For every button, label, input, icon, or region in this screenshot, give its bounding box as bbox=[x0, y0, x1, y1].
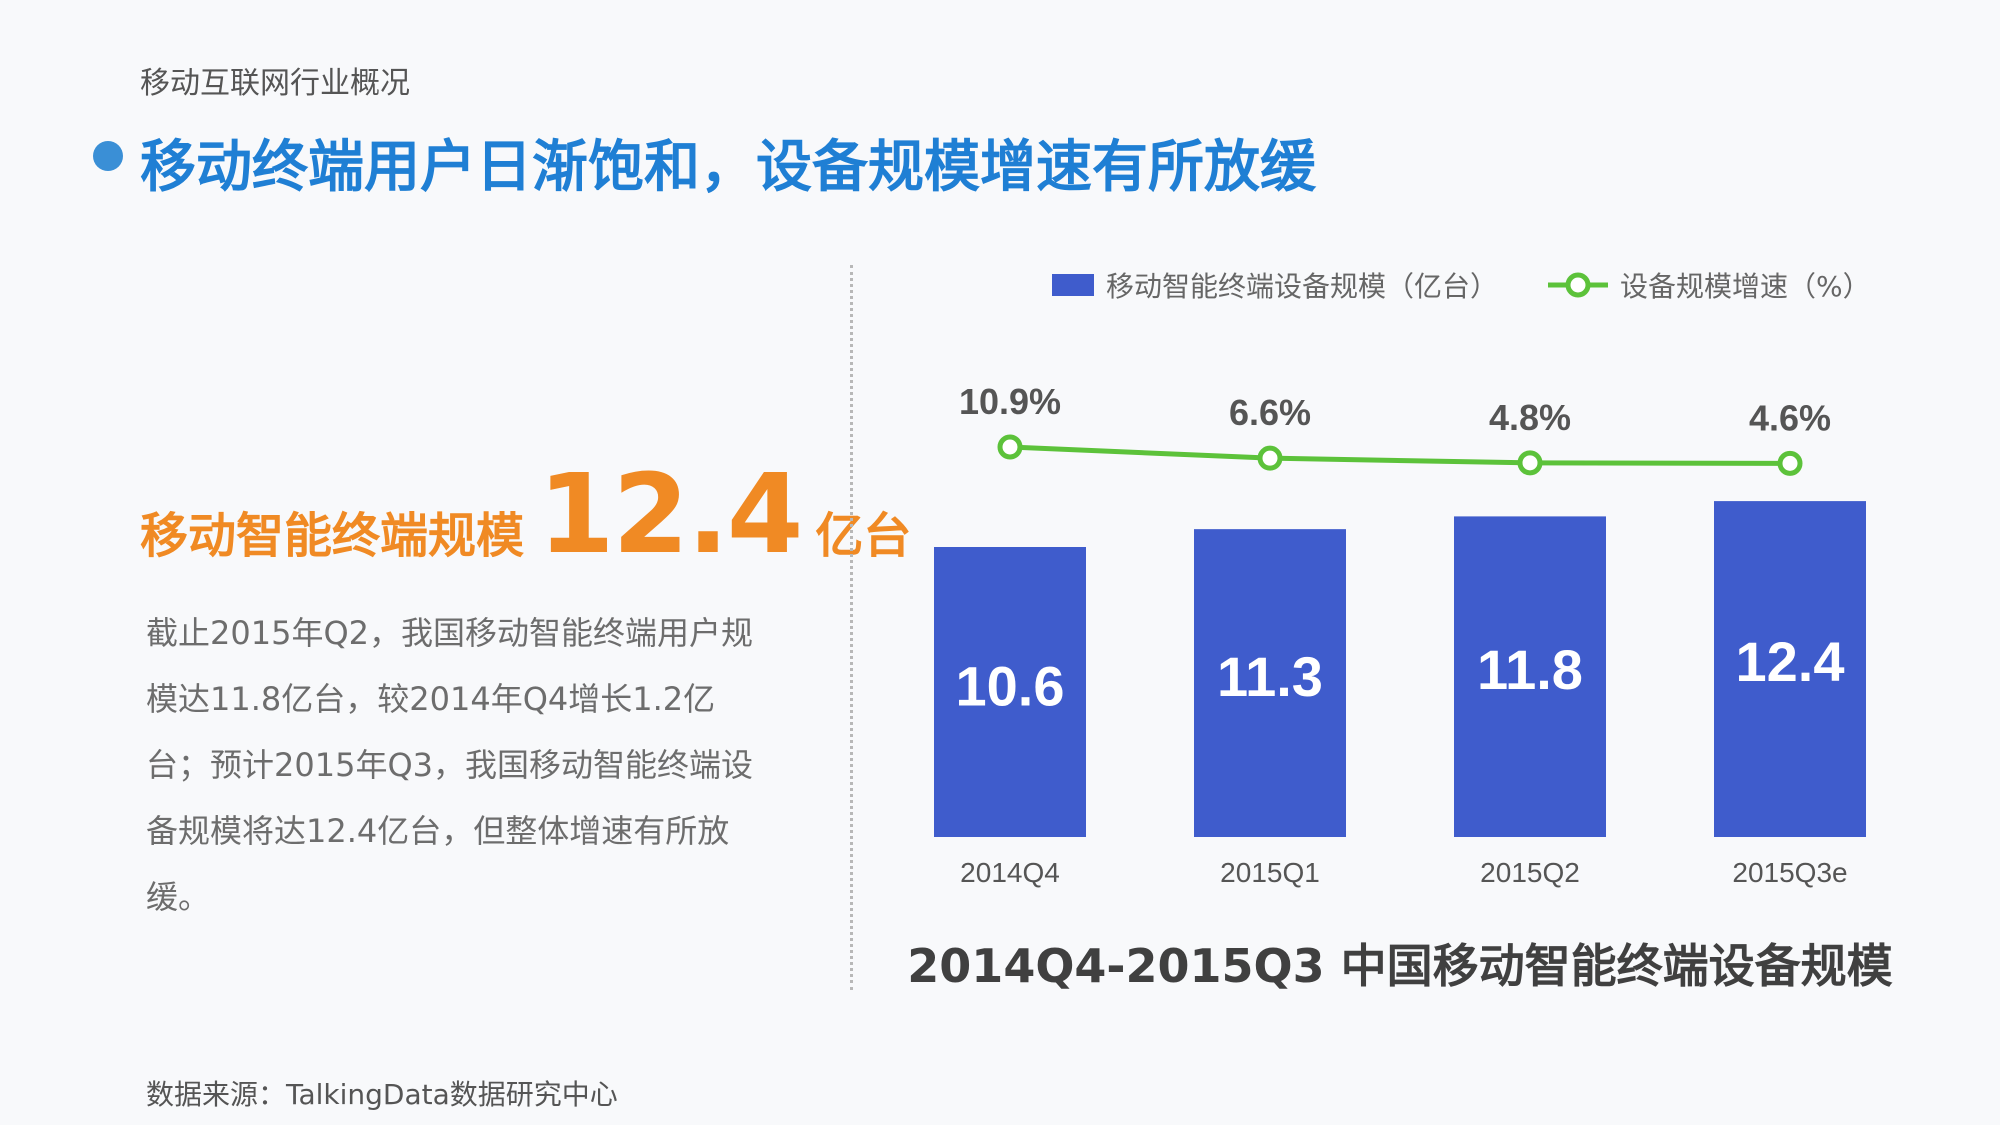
chart: 10.6 2014Q4 11.3 2015Q1 11.8 2015Q2 12.4 2015Q3… bbox=[934, 381, 1866, 888]
growth-value-label: 10.9% bbox=[959, 381, 1061, 422]
bar-value-label: 11.8 bbox=[1477, 638, 1583, 701]
growth-point bbox=[1777, 450, 1803, 476]
bar-value-label: 11.3 bbox=[1217, 645, 1323, 708]
highlight-value: 12.4 bbox=[538, 450, 803, 578]
legend-bar-label: 移动智能终端设备规模（亿台） bbox=[1106, 270, 1499, 303]
title-bullet-icon bbox=[93, 141, 123, 171]
x-tick-label: 2015Q3e bbox=[1732, 857, 1847, 888]
divider bbox=[850, 265, 853, 990]
chart-legend: 移动智能终端设备规模（亿台） 设备规模增速（%） bbox=[1052, 265, 1871, 305]
description-text: 截止2015年Q2，我国移动智能终端用户规模达11.8亿台，较2014年Q4增长… bbox=[146, 614, 753, 916]
growth-value-label: 4.8% bbox=[1489, 397, 1571, 438]
growth-value-label: 6.6% bbox=[1229, 392, 1311, 433]
x-tick-label: 2015Q1 bbox=[1220, 857, 1320, 888]
source-note: 数据来源：TalkingData数据研究中心 bbox=[146, 1078, 618, 1111]
legend-line-label: 设备规模增速（%） bbox=[1620, 270, 1871, 303]
growth-value-label: 4.6% bbox=[1749, 397, 1831, 438]
legend-line-swatch-icon bbox=[1548, 272, 1609, 298]
bar-2015Q3e bbox=[1714, 501, 1866, 837]
x-tick-label: 2015Q2 bbox=[1480, 857, 1580, 888]
chart-title: 2014Q4-2015Q3 中国移动智能终端设备规模 bbox=[907, 939, 1893, 993]
growth-point bbox=[1257, 445, 1283, 471]
highlight-unit: 亿台 bbox=[815, 508, 912, 564]
legend-bar-swatch-icon bbox=[1052, 274, 1094, 296]
x-tick-label: 2014Q4 bbox=[960, 857, 1060, 888]
bar-value-label: 10.6 bbox=[956, 654, 1065, 717]
highlight-stat: 移动智能终端规模 12.4 亿台 bbox=[140, 450, 911, 578]
highlight-label: 移动智能终端规模 bbox=[140, 508, 525, 564]
section-label: 移动互联网行业概况 bbox=[140, 66, 410, 101]
bar-2015Q2 bbox=[1454, 516, 1606, 837]
bar-value-label: 12.4 bbox=[1736, 630, 1845, 693]
page-title: 移动终端用户日渐饱和，设备规模增速有所放缓 bbox=[140, 135, 1316, 200]
bar-2015Q1 bbox=[1194, 529, 1346, 837]
bar-2014Q4 bbox=[934, 547, 1086, 837]
growth-point bbox=[1517, 450, 1543, 476]
growth-point bbox=[997, 434, 1023, 460]
growth-line bbox=[1009, 444, 1791, 466]
